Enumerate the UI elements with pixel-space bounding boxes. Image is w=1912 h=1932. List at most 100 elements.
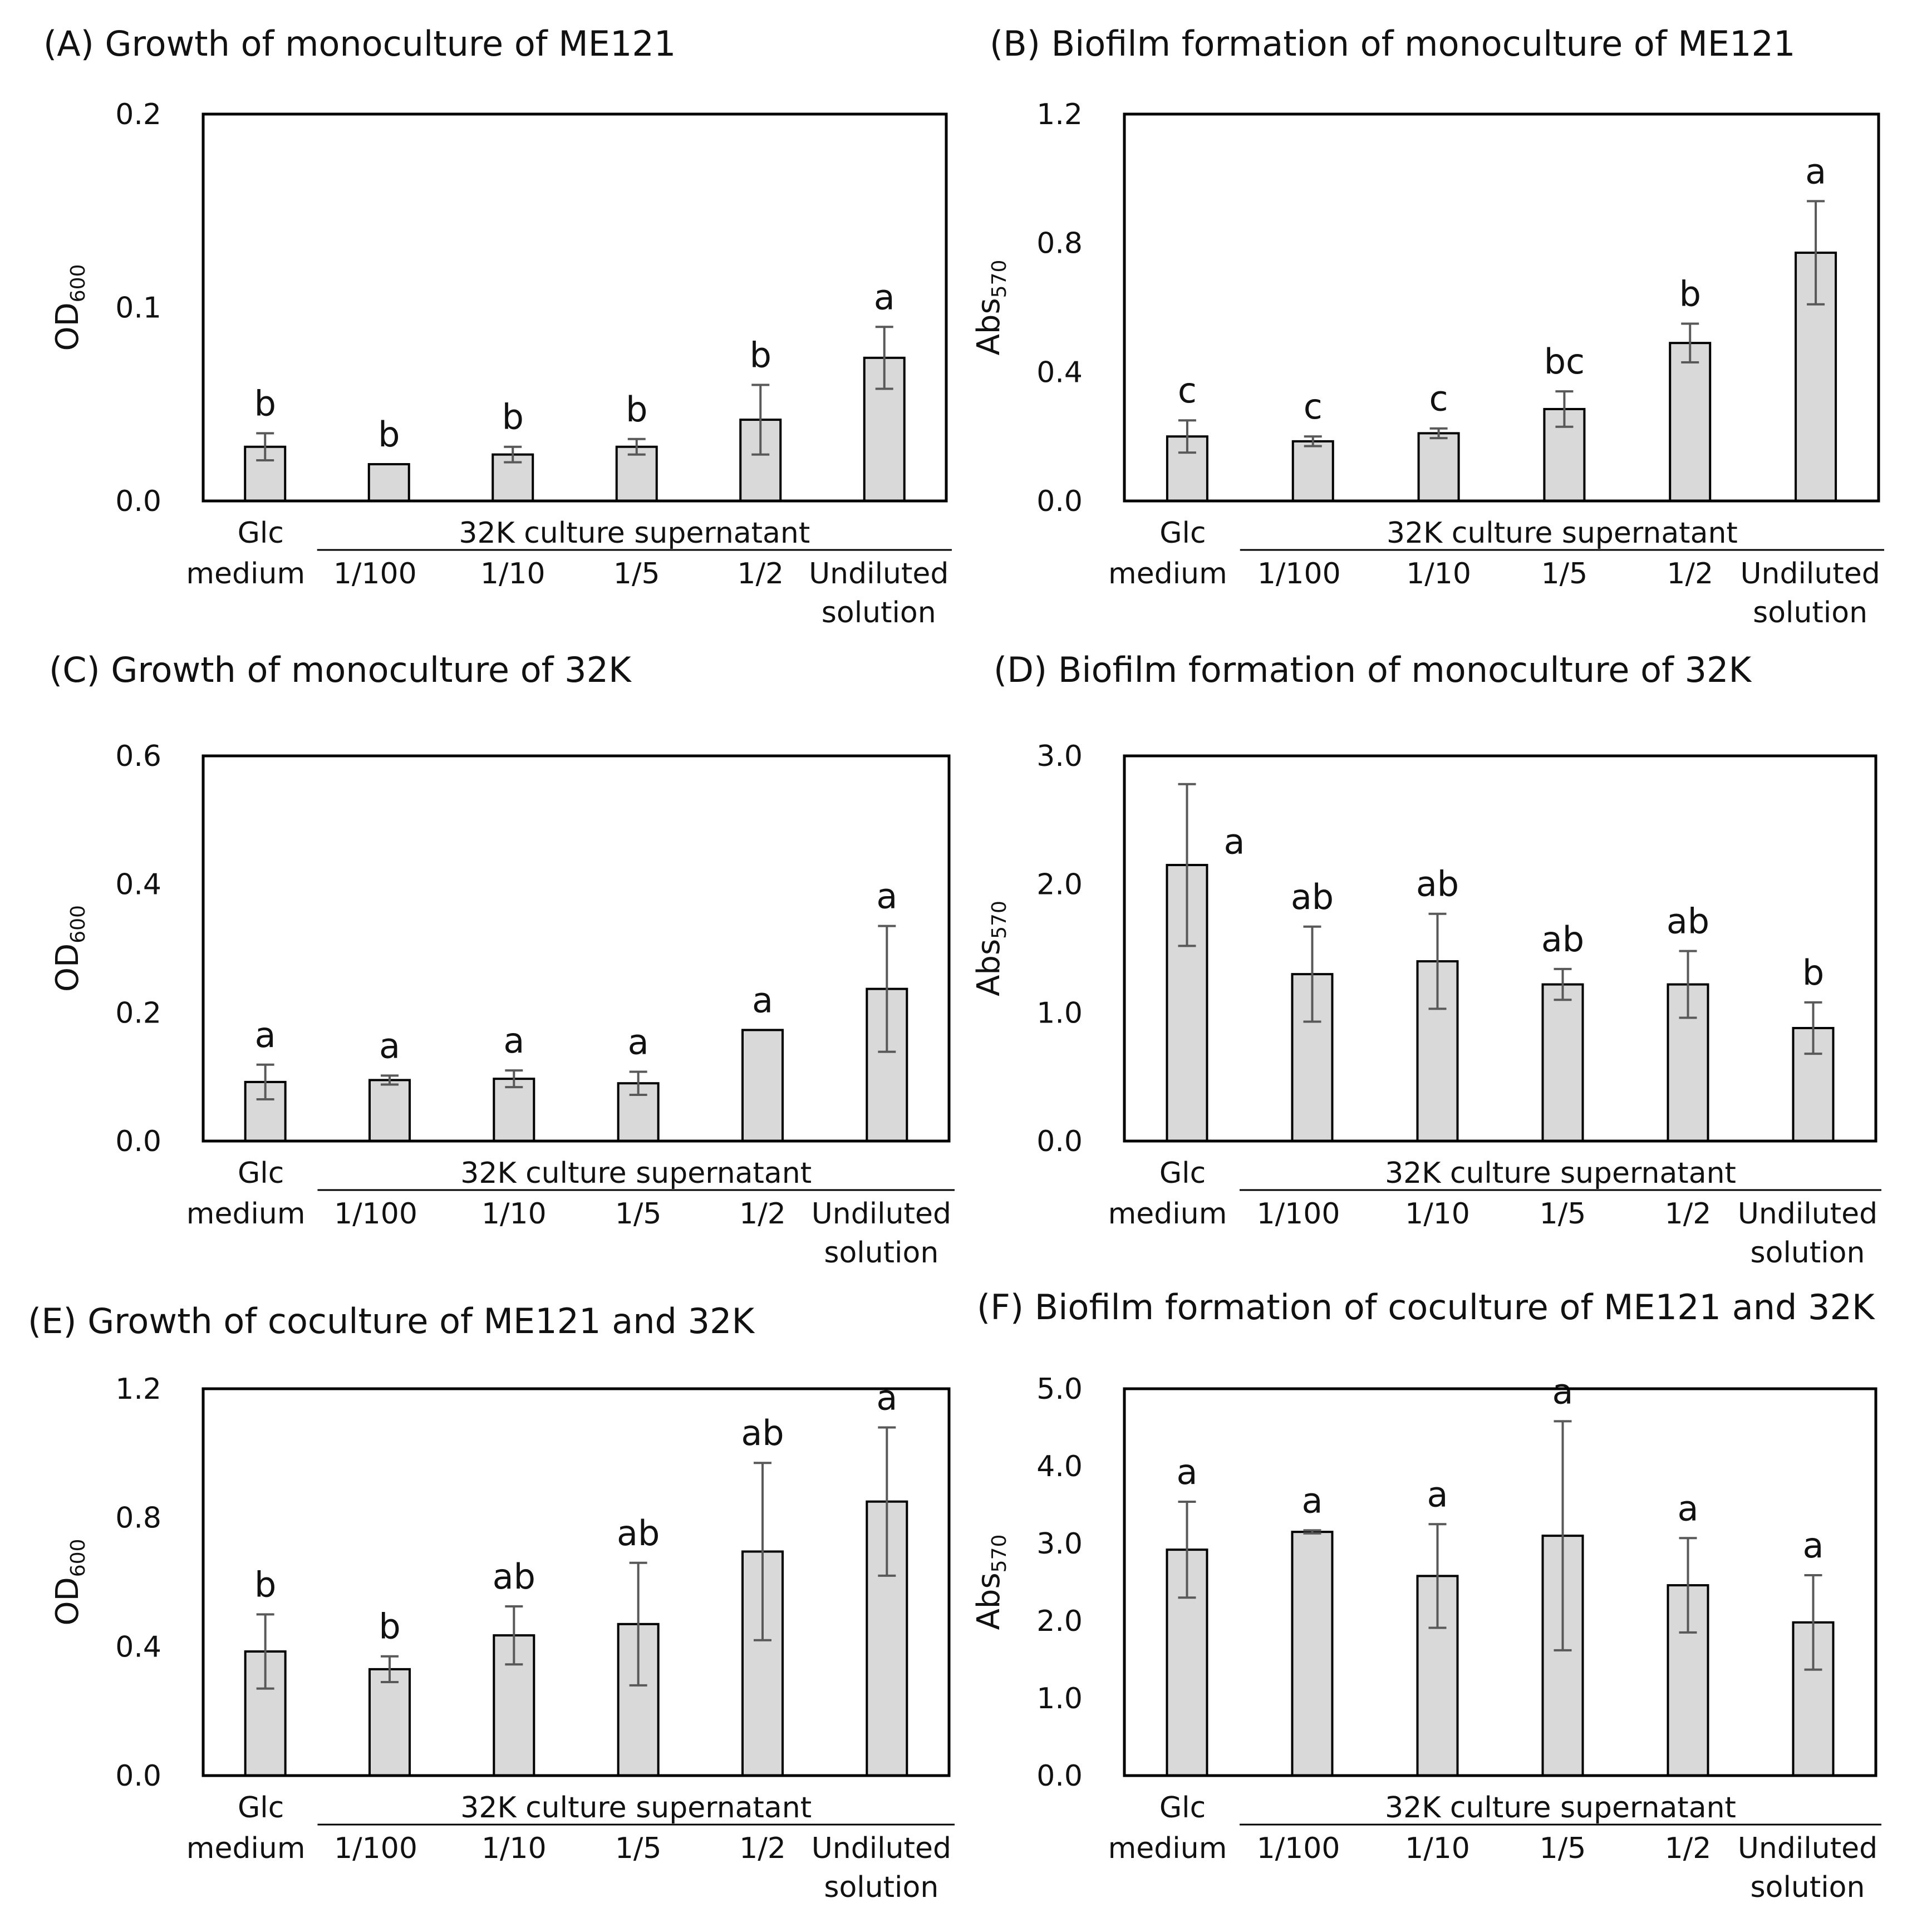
panel-e: (E) Growth of coculture of ME121 and 32K… (28, 1301, 955, 1904)
significance-letter: a (1302, 1480, 1323, 1521)
y-tick-label: 4.0 (1036, 1450, 1083, 1483)
significance-letter: c (1178, 370, 1197, 411)
significance-letter: a (503, 1020, 524, 1061)
significance-letter: b (750, 335, 771, 376)
significance-letter: ab (493, 1556, 535, 1597)
y-axis-label-main: OD (50, 302, 86, 351)
plot-frame (1123, 1387, 1877, 1777)
significance-letter: ab (1667, 901, 1709, 942)
panel-title: (D) Biofilm formation of monoculture of … (994, 650, 1752, 690)
y-axis-label-subscript: 570 (988, 1535, 1011, 1573)
y-axis-label-main: OD (50, 943, 86, 992)
group-label: 32K culture supernatant (459, 517, 810, 550)
category-label: medium (186, 557, 305, 591)
y-tick-label: 0.8 (1036, 227, 1083, 260)
bar-4 (617, 1082, 660, 1142)
significance-letter: bc (1544, 341, 1585, 382)
y-axis-label-main: Abs (971, 939, 1007, 996)
significance-letter: a (1177, 1452, 1198, 1492)
category-label: 1/10 (480, 557, 545, 591)
panel-c: (C) Growth of monoculture of 32K OD600 0.0… (49, 650, 955, 1270)
category-label: 1/10 (481, 1197, 547, 1231)
plot-frame (1123, 112, 1880, 503)
panel-title: (C) Growth of monoculture of 32K (49, 650, 632, 690)
category-label: solution (1753, 596, 1867, 630)
y-tick-label: 0.0 (115, 1125, 161, 1158)
category-label: Glc (1159, 517, 1206, 550)
bar-2 (367, 463, 410, 502)
y-axis-label: OD600 (50, 1539, 90, 1626)
panel-title: (B) Biofilm formation of monoculture of … (990, 23, 1795, 64)
y-axis-label: Abs570 (971, 260, 1011, 356)
panel-f: (F) Biofilm formation of coculture of ME… (971, 1287, 1881, 1904)
category-label: Glc (238, 1791, 284, 1825)
y-tick-label: 3.0 (1036, 740, 1083, 773)
y-tick-label: 0.6 (115, 740, 161, 773)
panel-title: (F) Biofilm formation of coculture of ME… (977, 1287, 1875, 1328)
y-axis-label-subscript: 570 (988, 901, 1011, 939)
significance-letter: a (628, 1021, 649, 1062)
y-tick-label: 0.4 (1036, 356, 1083, 389)
category-label: 1/100 (334, 1832, 417, 1865)
significance-letter: a (1803, 1525, 1824, 1566)
bar-5 (741, 1029, 784, 1143)
category-label: solution (824, 1236, 938, 1270)
y-axis-label: Abs570 (971, 1535, 1011, 1630)
significance-letter: b (379, 1606, 400, 1647)
plot-frame (1123, 754, 1877, 1143)
category-label: 1/100 (1257, 557, 1341, 591)
y-tick-label: 2.0 (1036, 868, 1083, 902)
category-label: 1/100 (1257, 1832, 1340, 1865)
significance-letter: b (626, 389, 647, 430)
category-label: 1/5 (1540, 1197, 1586, 1231)
y-tick-label: 0.0 (1036, 1759, 1083, 1793)
significance-letter: a (876, 1378, 897, 1418)
significance-letter: a (1224, 822, 1245, 862)
panel-a: (A) Growth of monoculture of ME121 OD600 0… (43, 23, 952, 630)
category-label: solution (1751, 1236, 1865, 1270)
category-label: Glc (238, 517, 284, 550)
y-tick-label: 0.2 (115, 98, 161, 131)
plot-frame (201, 1387, 951, 1777)
significance-letter: a (874, 277, 895, 317)
category-label: medium (186, 1197, 306, 1231)
group-label: 32K culture supernatant (1385, 1157, 1736, 1190)
category-label: medium (1108, 1832, 1227, 1865)
y-tick-label: 0.0 (1036, 485, 1083, 518)
bar-3 (1417, 432, 1460, 502)
category-label: 1/5 (1540, 1832, 1586, 1865)
significance-letter: a (1552, 1371, 1574, 1412)
category-label: 1/10 (481, 1832, 547, 1865)
bar-4 (1541, 1535, 1584, 1777)
y-tick-label: 1.2 (1036, 98, 1083, 131)
category-label: Glc (1159, 1157, 1206, 1190)
category-label: 1/2 (739, 1197, 786, 1231)
y-tick-label: 1.0 (1036, 996, 1083, 1030)
significance-letter: a (255, 1015, 276, 1055)
significance-letter: ab (1416, 864, 1459, 904)
category-label: 1/2 (739, 1832, 786, 1865)
bar-2 (1291, 440, 1334, 503)
category-label: 1/2 (1665, 1832, 1712, 1865)
significance-letter: b (1802, 952, 1824, 993)
bar-2 (368, 1079, 411, 1143)
significance-letter: ab (1541, 919, 1584, 960)
category-label: medium (186, 1832, 306, 1865)
category-label: 1/5 (615, 1197, 662, 1231)
category-label: 1/10 (1405, 1197, 1470, 1231)
y-axis-label: OD600 (50, 905, 90, 992)
category-label: Undiluted (1738, 1197, 1877, 1231)
significance-letter: c (1429, 378, 1448, 419)
category-label: medium (1108, 1197, 1227, 1231)
panel-b: (B) Biofilm formation of monoculture of … (971, 23, 1884, 630)
category-label: Undiluted (812, 1197, 951, 1231)
category-label: 1/2 (737, 557, 784, 591)
y-tick-label: 1.2 (115, 1373, 161, 1406)
significance-letter: b (1679, 273, 1701, 314)
category-label: 1/5 (613, 557, 660, 591)
significance-letter: a (1678, 1488, 1699, 1528)
y-tick-label: 2.0 (1036, 1605, 1083, 1638)
significance-letter: b (254, 383, 276, 424)
category-label: 1/100 (333, 557, 417, 591)
category-label: 1/100 (1257, 1197, 1340, 1231)
